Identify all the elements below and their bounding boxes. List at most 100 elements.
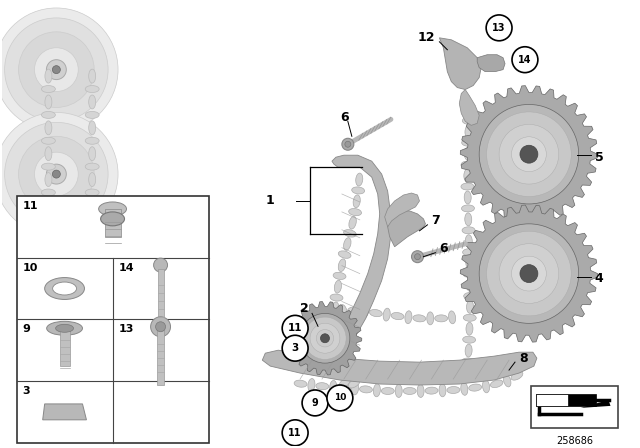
Circle shape xyxy=(345,141,351,147)
Ellipse shape xyxy=(464,169,471,182)
Ellipse shape xyxy=(352,187,365,194)
Ellipse shape xyxy=(56,324,74,332)
Ellipse shape xyxy=(99,202,127,216)
Ellipse shape xyxy=(463,336,476,343)
Text: 4: 4 xyxy=(595,272,604,285)
Ellipse shape xyxy=(339,259,346,271)
Text: 6: 6 xyxy=(440,242,448,255)
Ellipse shape xyxy=(45,276,52,290)
Circle shape xyxy=(52,170,60,178)
Ellipse shape xyxy=(461,383,468,395)
Circle shape xyxy=(282,315,308,341)
Ellipse shape xyxy=(42,137,56,144)
Ellipse shape xyxy=(369,310,382,317)
Polygon shape xyxy=(388,211,426,247)
Ellipse shape xyxy=(316,383,329,390)
Ellipse shape xyxy=(45,302,52,316)
Ellipse shape xyxy=(344,230,356,237)
Ellipse shape xyxy=(42,241,56,248)
Polygon shape xyxy=(288,302,362,375)
Circle shape xyxy=(486,112,572,197)
Ellipse shape xyxy=(89,121,95,135)
Ellipse shape xyxy=(405,311,412,324)
Ellipse shape xyxy=(332,302,339,315)
Ellipse shape xyxy=(42,112,56,118)
Ellipse shape xyxy=(335,367,343,380)
Ellipse shape xyxy=(89,302,95,316)
Ellipse shape xyxy=(467,279,474,292)
Ellipse shape xyxy=(42,189,56,196)
Ellipse shape xyxy=(464,191,471,204)
Ellipse shape xyxy=(89,276,95,290)
Ellipse shape xyxy=(89,328,95,342)
Circle shape xyxy=(19,136,94,212)
Bar xyxy=(536,394,568,406)
Ellipse shape xyxy=(360,386,372,393)
Circle shape xyxy=(302,390,328,416)
Ellipse shape xyxy=(310,335,323,342)
Circle shape xyxy=(486,15,512,41)
Ellipse shape xyxy=(45,198,52,212)
Circle shape xyxy=(499,125,559,184)
Ellipse shape xyxy=(89,147,95,161)
Ellipse shape xyxy=(353,370,365,378)
Text: 13: 13 xyxy=(492,23,506,33)
Ellipse shape xyxy=(45,172,52,186)
Ellipse shape xyxy=(85,189,99,196)
Ellipse shape xyxy=(391,313,404,319)
Ellipse shape xyxy=(503,375,511,387)
Circle shape xyxy=(511,137,547,172)
Ellipse shape xyxy=(348,379,360,388)
Bar xyxy=(157,331,164,385)
Ellipse shape xyxy=(344,237,351,250)
Circle shape xyxy=(282,335,308,361)
Ellipse shape xyxy=(465,235,472,248)
Ellipse shape xyxy=(461,183,474,190)
Ellipse shape xyxy=(45,95,52,109)
Ellipse shape xyxy=(466,257,473,270)
Circle shape xyxy=(47,60,67,80)
Ellipse shape xyxy=(42,163,56,170)
Ellipse shape xyxy=(89,172,95,186)
Ellipse shape xyxy=(45,405,52,419)
Circle shape xyxy=(512,47,538,73)
Ellipse shape xyxy=(362,305,369,318)
Ellipse shape xyxy=(342,360,349,373)
Ellipse shape xyxy=(330,380,337,393)
Circle shape xyxy=(300,314,350,363)
Ellipse shape xyxy=(42,293,56,299)
Text: 7: 7 xyxy=(431,214,440,228)
Polygon shape xyxy=(262,350,537,385)
Ellipse shape xyxy=(85,215,99,222)
Ellipse shape xyxy=(85,319,99,325)
Ellipse shape xyxy=(316,343,324,355)
Ellipse shape xyxy=(396,384,402,397)
Ellipse shape xyxy=(464,366,471,379)
Circle shape xyxy=(327,385,353,411)
Ellipse shape xyxy=(417,384,424,397)
Circle shape xyxy=(310,323,340,353)
Circle shape xyxy=(412,251,424,263)
Circle shape xyxy=(304,317,346,359)
Ellipse shape xyxy=(381,388,394,395)
Ellipse shape xyxy=(340,305,347,317)
Text: 12: 12 xyxy=(417,31,435,44)
Circle shape xyxy=(316,330,333,347)
Ellipse shape xyxy=(42,86,56,93)
Ellipse shape xyxy=(45,379,52,393)
Ellipse shape xyxy=(330,359,343,366)
Ellipse shape xyxy=(463,314,476,321)
Polygon shape xyxy=(440,38,481,90)
Ellipse shape xyxy=(42,267,56,274)
Bar xyxy=(60,328,70,366)
Ellipse shape xyxy=(85,370,99,377)
Ellipse shape xyxy=(350,364,363,371)
Ellipse shape xyxy=(321,353,330,364)
Ellipse shape xyxy=(42,319,56,325)
Ellipse shape xyxy=(42,344,56,351)
Polygon shape xyxy=(460,205,598,342)
Ellipse shape xyxy=(89,198,95,212)
Ellipse shape xyxy=(334,280,342,293)
Ellipse shape xyxy=(314,322,322,335)
Circle shape xyxy=(150,317,170,337)
